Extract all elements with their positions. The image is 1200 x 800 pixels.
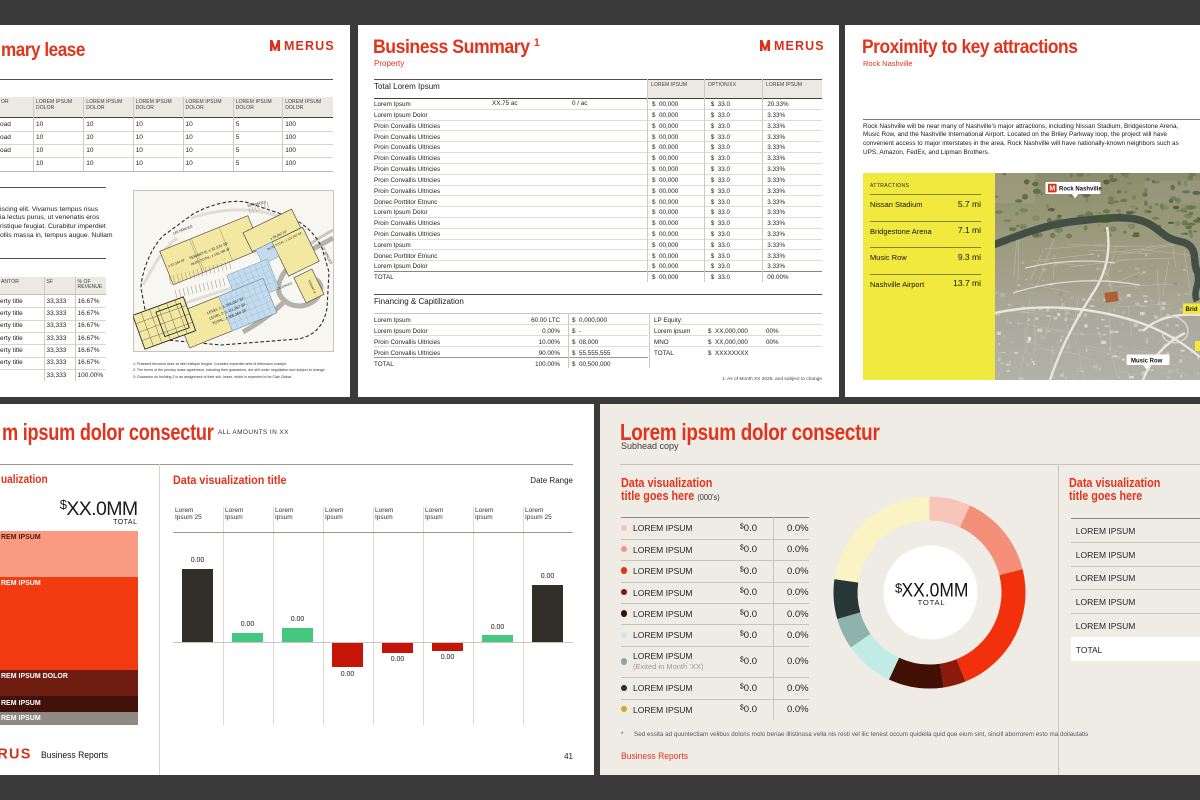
svg-text:Music Row: Music Row [1131, 358, 1163, 364]
svg-text:TENANT B: TENANT B [307, 279, 317, 294]
svg-text:± 37,184 SF: ± 37,184 SF [168, 257, 186, 267]
svg-text:XX.0MM: XX.0MM [902, 581, 969, 602]
svg-text:59 SPACES: 59 SPACES [247, 200, 267, 208]
svg-text:± 99,062 SF: ± 99,062 SF [270, 229, 288, 240]
svg-text:Rock Nashville: Rock Nashville [1059, 187, 1102, 193]
svg-text:Brid: Brid [1186, 307, 1198, 313]
svg-text:M: M [1049, 186, 1055, 193]
svg-text:149 SPACES: 149 SPACES [172, 224, 193, 236]
svg-text:MERUS: MERUS [774, 39, 824, 52]
svg-text:MERUS: MERUS [0, 746, 31, 760]
svg-text:TOTAL: TOTAL [918, 598, 946, 607]
svg-text:75 SPACES: 75 SPACES [276, 281, 292, 291]
svg-text:$: $ [895, 581, 903, 596]
svg-text:MERUS: MERUS [284, 39, 334, 52]
